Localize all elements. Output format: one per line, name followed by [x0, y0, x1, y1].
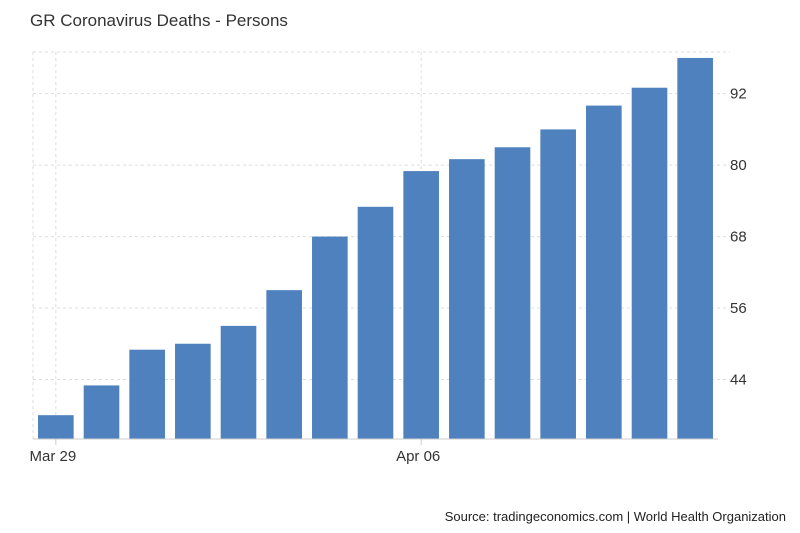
- y-tick-label: 44: [730, 371, 747, 388]
- bar: [540, 129, 576, 439]
- x-tick-label: Apr 06: [396, 448, 440, 465]
- bar: [357, 206, 394, 439]
- chart-title: GR Coronavirus Deaths - Persons: [30, 11, 288, 30]
- y-tick-label: 80: [730, 157, 747, 174]
- y-tick-label: 68: [730, 229, 747, 246]
- bar: [312, 236, 348, 439]
- source-note: Source: tradingeconomics.com | World Hea…: [444, 509, 786, 524]
- bar: [220, 325, 257, 439]
- bar: [494, 147, 531, 439]
- x-tick-label: Mar 29: [29, 448, 76, 465]
- bars: [38, 57, 713, 440]
- bar: [83, 385, 120, 439]
- x-axis-ticks: Mar 29 Apr 06: [29, 439, 440, 465]
- bar: [403, 171, 439, 440]
- bar: [129, 349, 165, 439]
- bar: [586, 105, 622, 439]
- bar: [631, 87, 668, 439]
- bar: [677, 57, 713, 439]
- bar: [449, 159, 485, 439]
- bar: [266, 290, 302, 439]
- bar: [175, 343, 211, 439]
- y-tick-label: 92: [730, 86, 747, 103]
- y-axis-ticks: 44 56 68 80 92: [730, 86, 747, 389]
- y-tick-label: 56: [730, 300, 747, 317]
- bar: [38, 415, 74, 439]
